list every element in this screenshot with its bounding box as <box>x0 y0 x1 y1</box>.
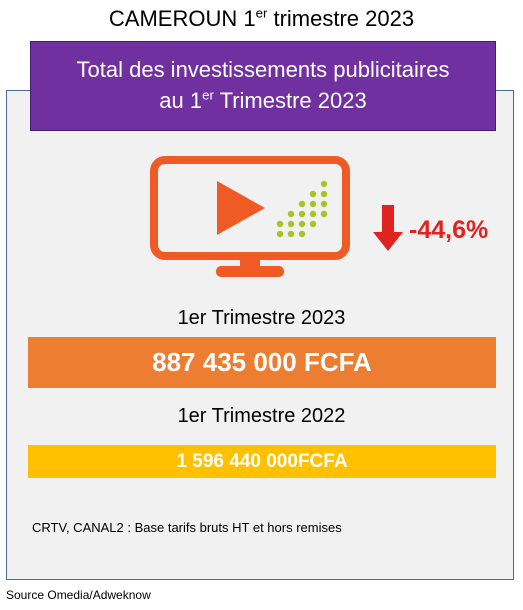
source-caption: Source Omedia/Adweknow <box>6 588 151 602</box>
current-amount-bar: 887 435 000 FCFA <box>28 337 496 388</box>
previous-amount-bar: 1 596 440 000FCFA <box>28 445 496 478</box>
headline-banner: Total des investissements publicitaires … <box>30 41 496 131</box>
arrow-down-icon <box>373 205 403 251</box>
current-period-label: 1er Trimestre 2023 <box>177 307 346 329</box>
previous-period-label: 1er Trimestre 2022 <box>177 405 346 427</box>
change-percentage: -44,6% <box>409 216 489 244</box>
tv-play-icon <box>150 156 350 277</box>
methodology-note: CRTV, CANAL2 : Base tarifs bruts HT et h… <box>32 520 342 535</box>
page-title: CAMEROUN 1er trimestre 2023 <box>108 5 415 31</box>
banner-line-2: au 1er Trimestre 2023 <box>159 87 367 113</box>
infographic-card <box>6 90 514 580</box>
banner-line-1: Total des investissements publicitaires <box>76 57 450 82</box>
